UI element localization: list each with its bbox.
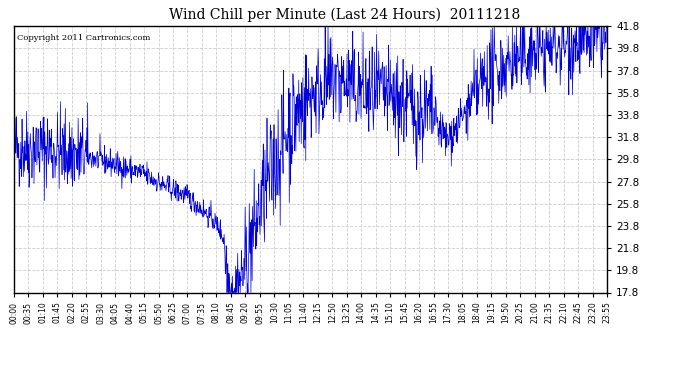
Text: Copyright 2011 Cartronics.com: Copyright 2011 Cartronics.com [17,34,150,42]
Text: Wind Chill per Minute (Last 24 Hours)  20111218: Wind Chill per Minute (Last 24 Hours) 20… [169,8,521,22]
